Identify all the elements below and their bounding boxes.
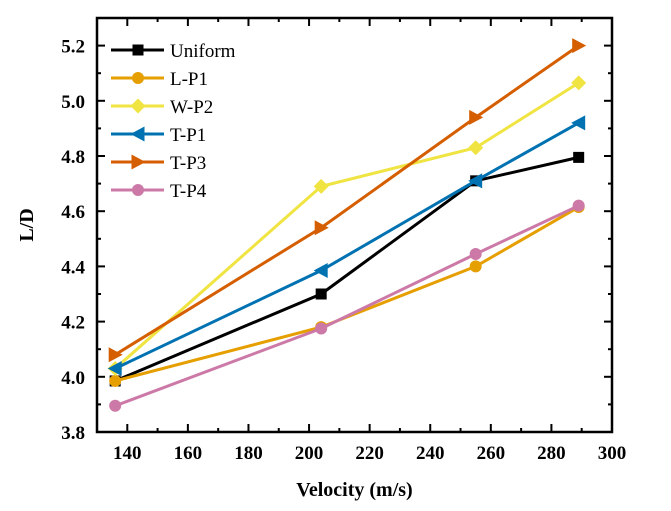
data-point [573, 151, 585, 163]
data-point [572, 199, 585, 212]
series-line [114, 205, 580, 383]
legend-marker [131, 154, 146, 170]
y-tick-label: 3.8 [61, 423, 85, 444]
series-line [114, 155, 580, 383]
legend-label: L-P1 [170, 69, 208, 90]
legend-label: T-P4 [170, 181, 207, 202]
x-tick-label: 220 [355, 443, 384, 464]
y-tick-label: 4.0 [61, 368, 85, 389]
x-tick-label: 180 [234, 443, 263, 464]
legend-label: Uniform [170, 41, 236, 62]
y-tick-labels: 3.8 4.0 4.2 4.4 4.6 4.8 5.0 5.2 [61, 37, 85, 444]
data-point [468, 173, 483, 189]
legend-label: W-P2 [170, 97, 213, 118]
x-tick-labels: 140 160 180 200 220 240 260 280 300 [113, 443, 626, 464]
data-point [108, 347, 123, 363]
data-point [468, 140, 484, 156]
x-tick-label: 260 [477, 443, 506, 464]
x-axis-title: Velocity (m/s) [296, 479, 412, 501]
legend: Uniform L-P1 W-P2 T-P1 T-P3 T-P4 [111, 41, 236, 202]
legend-item: Uniform [111, 41, 236, 62]
series-layer [107, 38, 587, 412]
legend-marker [130, 98, 146, 114]
data-point [109, 374, 122, 387]
data-point [109, 399, 122, 412]
data-point [572, 38, 587, 54]
data-point [315, 288, 327, 300]
series-line [114, 121, 580, 370]
data-point [469, 247, 482, 260]
series-t-p3 [108, 38, 587, 363]
series-t-p1 [107, 115, 586, 377]
y-tick-label: 4.4 [61, 257, 85, 278]
data-point [469, 260, 482, 273]
data-point [314, 220, 329, 236]
legend-item: L-P1 [111, 69, 208, 90]
data-point [571, 115, 586, 131]
legend-item: W-P2 [111, 97, 213, 118]
data-point [571, 75, 587, 91]
x-tick-label: 140 [113, 443, 142, 464]
series-t-p4 [109, 199, 585, 412]
plot-frame [95, 16, 614, 434]
y-tick-label: 5.0 [61, 92, 85, 113]
y-axis-title: L/D [16, 208, 38, 241]
y-tick-label: 4.8 [61, 147, 85, 168]
legend-label: T-P3 [170, 153, 206, 174]
x-tick-label: 160 [174, 443, 203, 464]
legend-item: T-P3 [111, 153, 206, 174]
legend-marker [130, 126, 145, 142]
y-tick-label: 5.2 [61, 37, 85, 58]
data-point [313, 178, 329, 194]
x-tick-label: 240 [416, 443, 445, 464]
x-tick-label: 200 [295, 443, 324, 464]
legend-marker [132, 72, 144, 84]
data-point [313, 263, 328, 279]
legend-item: T-P1 [111, 125, 206, 146]
legend-marker [132, 44, 144, 56]
legend-marker [132, 184, 144, 196]
data-point [469, 109, 484, 125]
series-line [114, 44, 580, 356]
y-tick-label: 4.6 [61, 202, 85, 223]
x-tick-label: 280 [537, 443, 566, 464]
data-point [315, 322, 328, 335]
series-line [114, 204, 580, 408]
x-tick-label: 300 [598, 443, 627, 464]
y-tick-label: 4.2 [61, 313, 85, 334]
series-w-p2 [107, 75, 587, 377]
legend-item: T-P4 [111, 181, 207, 202]
legend-label: T-P1 [170, 125, 206, 146]
series-l-p1 [109, 201, 585, 387]
data-point [107, 361, 122, 377]
series-line [114, 81, 580, 370]
axis-ticks [96, 17, 613, 433]
